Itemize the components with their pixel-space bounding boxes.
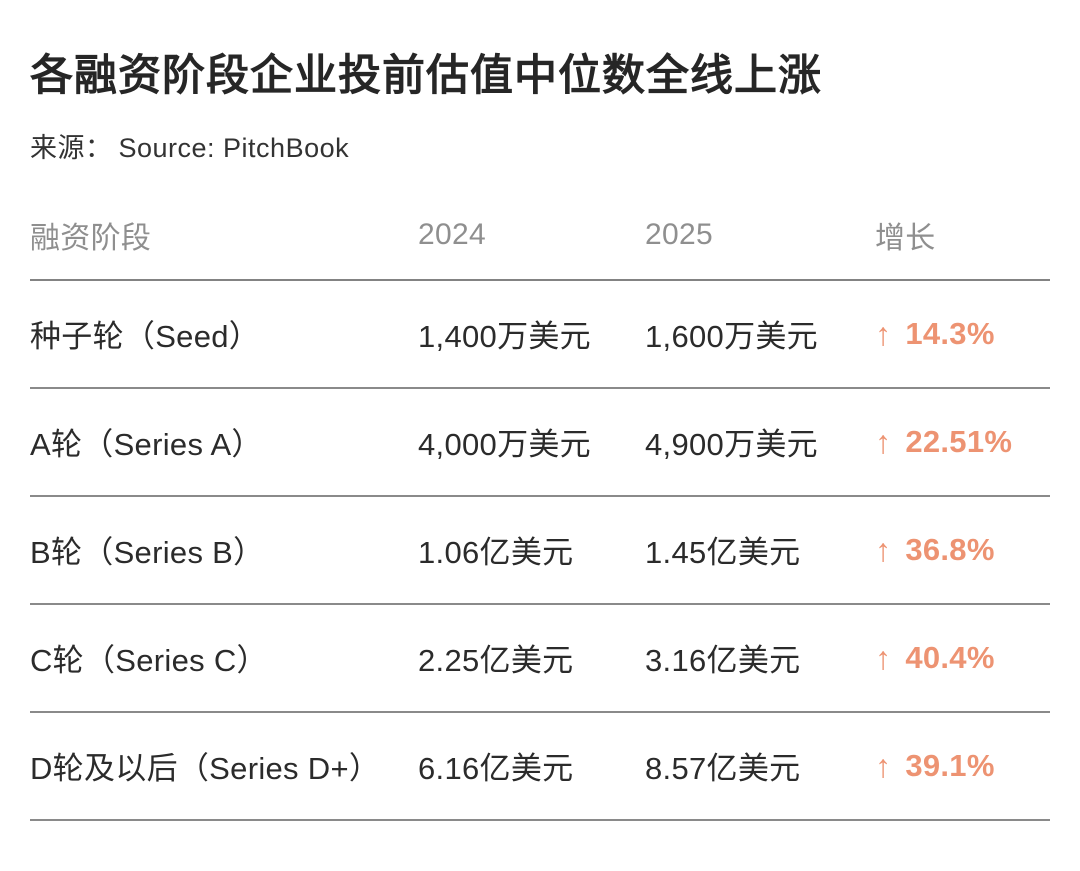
column-header-2025: 2025 [645, 217, 713, 251]
source-prefix-label: 来源： [30, 132, 113, 163]
table-row: B轮（Series B） 1.06亿美元 1.45亿美元 ↑ 36.8% [30, 497, 1050, 605]
up-arrow-icon: ↑ [875, 639, 892, 676]
table-row: A轮（Series A） 4,000万美元 4,900万美元 ↑ 22.51% [30, 389, 1050, 497]
growth-percentage: 22.51% [905, 423, 1013, 459]
up-arrow-icon: ↑ [875, 423, 892, 460]
value-2024-cell: 2.25亿美元 [418, 643, 574, 679]
growth-cell: ↑ 36.8% [875, 532, 1050, 568]
column-header-2024: 2024 [418, 217, 486, 251]
up-arrow-icon: ↑ [875, 747, 892, 784]
stage-cell: C轮（Series C） [30, 643, 268, 679]
value-2024-cell: 4,000万美元 [418, 427, 591, 463]
value-2025-cell: 8.57亿美元 [645, 751, 801, 787]
stage-cell: 种子轮（Seed） [30, 319, 261, 355]
up-arrow-icon: ↑ [875, 315, 892, 352]
value-2024-cell: 6.16亿美元 [418, 751, 574, 787]
source-line: 来源： Source: PitchBook [30, 126, 1050, 165]
column-header-growth: 增长 [875, 221, 936, 255]
growth-cell: ↑ 39.1% [875, 748, 1050, 784]
growth-cell: ↑ 40.4% [875, 640, 1050, 676]
growth-cell: ↑ 22.51% [875, 424, 1050, 460]
growth-percentage: 14.3% [905, 315, 995, 351]
table-row: C轮（Series C） 2.25亿美元 3.16亿美元 ↑ 40.4% [30, 605, 1050, 713]
source-text: Source: PitchBook [118, 132, 350, 163]
column-header-stage: 融资阶段 [30, 221, 152, 255]
growth-cell: ↑ 14.3% [875, 316, 1050, 352]
stage-cell: A轮（Series A） [30, 427, 263, 463]
value-2024-cell: 1,400万美元 [418, 319, 591, 355]
value-2025-cell: 1,600万美元 [645, 319, 818, 355]
growth-percentage: 40.4% [905, 639, 995, 675]
value-2025-cell: 1.45亿美元 [645, 535, 801, 571]
stage-cell: D轮及以后（Series D+） [30, 751, 381, 787]
value-2024-cell: 1.06亿美元 [418, 535, 574, 571]
growth-percentage: 39.1% [905, 747, 995, 783]
growth-percentage: 36.8% [905, 531, 995, 567]
value-2025-cell: 4,900万美元 [645, 427, 818, 463]
table-body: 种子轮（Seed） 1,400万美元 1,600万美元 ↑ 14.3% A轮（Series… [30, 281, 1050, 821]
page-title: 各融资阶段企业投前估值中位数全线上涨 [30, 52, 822, 100]
valuation-table: 融资阶段 2024 2025 增长 种子轮（Seed） 1,400万美元 1,600… [30, 191, 1050, 821]
table-row: 种子轮（Seed） 1,400万美元 1,600万美元 ↑ 14.3% [30, 281, 1050, 389]
value-2025-cell: 3.16亿美元 [645, 643, 801, 679]
up-arrow-icon: ↑ [875, 531, 892, 568]
table-header-row: 融资阶段 2024 2025 增长 [30, 191, 1050, 281]
stage-cell: B轮（Series B） [30, 535, 265, 571]
table-row: D轮及以后（Series D+） 6.16亿美元 8.57亿美元 ↑ 39.1% [30, 713, 1050, 821]
